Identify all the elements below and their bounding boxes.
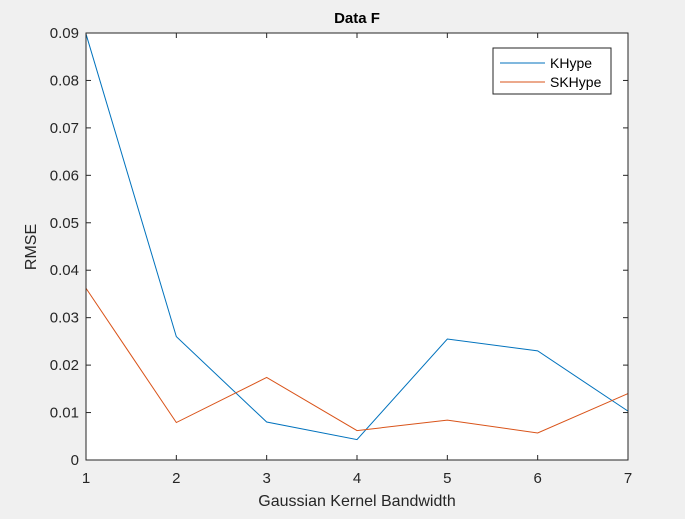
y-tick-label: 0.02	[50, 357, 79, 374]
chart-title: Data F	[334, 10, 380, 27]
y-tick-label: 0.06	[50, 167, 79, 184]
y-tick-label: 0.01	[50, 405, 79, 422]
legend: KHype SKHype	[492, 47, 612, 95]
y-tick-label: 0.09	[50, 25, 79, 42]
y-ticks: 0 0.01 0.02 0.03 0.04 0.05 0.06 0.07 0.08 0.09	[50, 25, 628, 469]
legend-label-skhype: SKHype	[550, 74, 602, 90]
y-tick-label: 0.04	[50, 262, 79, 279]
legend-box	[492, 47, 612, 95]
y-axis-label: RMSE	[23, 224, 40, 270]
x-tick-label: 4	[353, 470, 361, 487]
x-tick-label: 2	[172, 470, 180, 487]
plot-area	[86, 33, 628, 460]
x-tick-label: 5	[443, 470, 451, 487]
x-tick-label: 6	[533, 470, 541, 487]
y-tick-label: 0.07	[50, 120, 79, 137]
plot-frame	[85, 32, 629, 461]
x-tick-label: 7	[624, 470, 632, 487]
x-axis-label: Gaussian Kernel Bandwidth	[258, 493, 455, 510]
x-tick-label: 3	[262, 470, 270, 487]
y-tick-label: 0.03	[50, 310, 79, 327]
legend-label-khype: KHype	[550, 55, 592, 71]
y-tick-label: 0	[71, 452, 79, 469]
y-tick-label: 0.08	[50, 72, 79, 89]
series-lines	[85, 33, 629, 441]
series-line-skhype	[85, 287, 629, 434]
x-ticks: 1 2 3 4 5 6 7	[82, 33, 632, 487]
series-line-khype	[85, 33, 629, 441]
x-tick-label: 1	[82, 470, 90, 487]
y-tick-label: 0.05	[50, 215, 79, 232]
